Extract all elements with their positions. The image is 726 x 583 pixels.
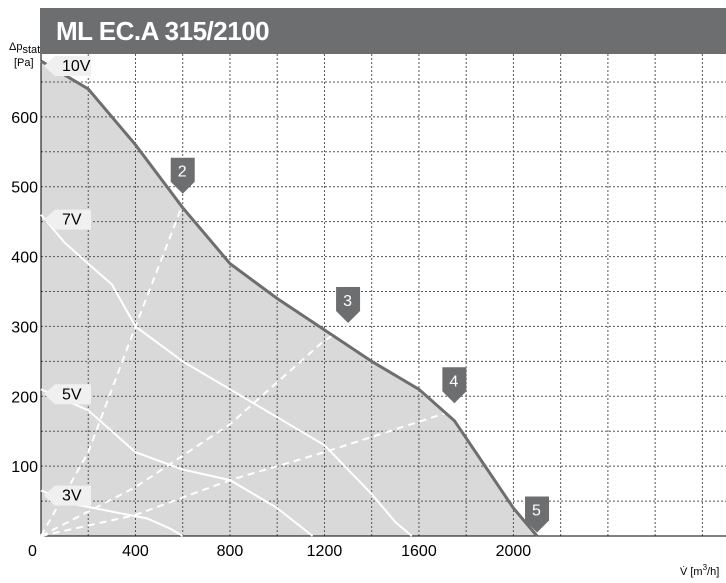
point-marker-label: 4 <box>449 373 458 390</box>
title-bar: ML EC.A 315/2100 <box>40 8 726 54</box>
x-tick-label: 1600 <box>401 543 437 560</box>
curve-label: 3V <box>62 488 82 505</box>
x-tick-label: 800 <box>217 543 244 560</box>
x-tick-label: 0 <box>28 543 37 560</box>
curve-label: 5V <box>62 386 82 403</box>
series-line-7V <box>40 214 413 537</box>
y-tick-label: 300 <box>11 319 38 336</box>
curve-label-tag <box>44 384 91 405</box>
x-axis-label: V̇ [m3/h] <box>680 563 719 578</box>
y-axis-subscript: stat <box>22 44 40 56</box>
x-axis-unit-close: /h] <box>707 566 719 578</box>
y-tick-label: 600 <box>11 110 38 127</box>
y-axis-symbol: Δp <box>9 41 22 53</box>
y-axis-unit: [Pa] <box>14 57 34 69</box>
x-axis-unit-exp: 3 <box>703 563 708 572</box>
point-marker <box>170 157 195 194</box>
curve-label: 7V <box>62 212 82 229</box>
x-axis-symbol: V̇ <box>680 565 688 578</box>
y-axis-label: Δpstat <box>9 41 40 56</box>
point-marker-label: 2 <box>178 164 187 181</box>
y-tick-label: 500 <box>11 180 38 197</box>
point-marker <box>336 286 361 323</box>
point-marker-label: 3 <box>343 293 352 310</box>
curve-label: 10V <box>62 58 91 75</box>
curve-label-tag <box>44 209 91 230</box>
y-tick-label: 100 <box>11 459 38 476</box>
x-tick-label: 2000 <box>496 543 532 560</box>
point-marker-label: 5 <box>532 503 541 520</box>
x-axis-unit-open: [m <box>690 566 702 578</box>
curve-label-tag <box>44 55 91 76</box>
point-marker <box>525 496 550 533</box>
x-tick-label: 400 <box>122 543 149 560</box>
series-line-10V <box>40 59 539 537</box>
point-marker <box>442 367 467 404</box>
system-line-4 <box>40 409 455 537</box>
chart-title: ML EC.A 315/2100 <box>56 16 270 46</box>
x-tick-label: 1200 <box>307 543 343 560</box>
y-tick-label: 200 <box>11 389 38 406</box>
series-line-5V <box>40 388 314 537</box>
operating-area <box>41 61 538 536</box>
y-tick-label: 400 <box>11 250 38 267</box>
curve-label-tag <box>44 485 91 506</box>
system-line-3 <box>40 325 349 537</box>
